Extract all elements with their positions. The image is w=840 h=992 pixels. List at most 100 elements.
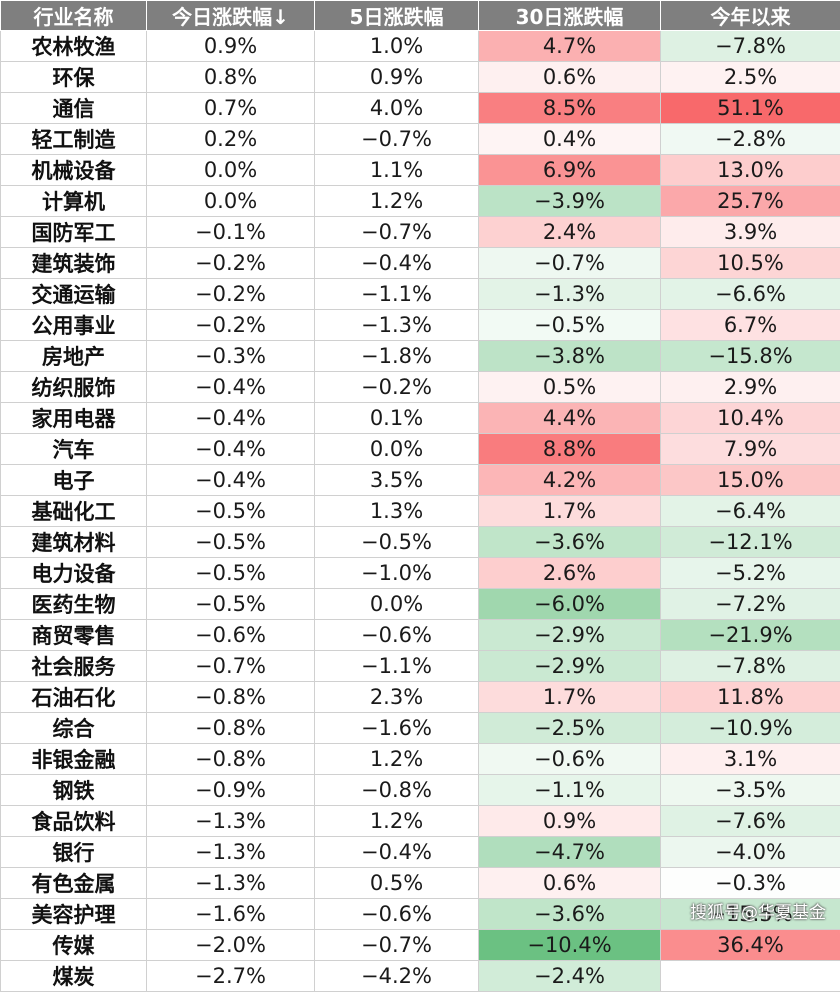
table-row: 传媒−2.0%−0.7%−10.4%36.4%	[1, 930, 840, 961]
5day-change-cell: 1.2%	[315, 806, 479, 837]
today-change-cell: −1.3%	[147, 837, 315, 868]
today-change-cell: −0.4%	[147, 434, 315, 465]
table-row: 美容护理−1.6%−0.6%−3.6%−15.5%	[1, 899, 840, 930]
today-change-cell: 0.2%	[147, 124, 315, 155]
ytd-change-cell: −6.6%	[661, 279, 840, 310]
industry-name-cell: 电力设备	[1, 558, 147, 589]
industry-name-cell: 建筑装饰	[1, 248, 147, 279]
30day-change-cell: −3.6%	[479, 899, 661, 930]
ytd-change-cell: −2.8%	[661, 124, 840, 155]
30day-change-cell: 8.5%	[479, 93, 661, 124]
today-change-cell: −0.8%	[147, 713, 315, 744]
ytd-change-cell: −7.8%	[661, 31, 840, 62]
30day-change-cell: 0.9%	[479, 806, 661, 837]
header-ytd-change[interactable]: 今年以来	[661, 1, 840, 31]
5day-change-cell: 0.0%	[315, 589, 479, 620]
industry-name-cell: 房地产	[1, 341, 147, 372]
ytd-change-cell: 10.4%	[661, 403, 840, 434]
table-row: 综合−0.8%−1.6%−2.5%−10.9%	[1, 713, 840, 744]
industry-name-cell: 交通运输	[1, 279, 147, 310]
ytd-change-cell: −0.3%	[661, 868, 840, 899]
today-change-cell: −0.7%	[147, 651, 315, 682]
5day-change-cell: 1.3%	[315, 496, 479, 527]
table-row: 房地产−0.3%−1.8%−3.8%−15.8%	[1, 341, 840, 372]
ytd-change-cell: −6.4%	[661, 496, 840, 527]
header-today-change[interactable]: 今日涨跌幅↓	[147, 1, 315, 31]
today-change-cell: −1.3%	[147, 806, 315, 837]
5day-change-cell: −0.8%	[315, 775, 479, 806]
table-row: 电子−0.4%3.5%4.2%15.0%	[1, 465, 840, 496]
industry-name-cell: 医药生物	[1, 589, 147, 620]
30day-change-cell: −2.5%	[479, 713, 661, 744]
30day-change-cell: −0.7%	[479, 248, 661, 279]
industry-name-cell: 石油石化	[1, 682, 147, 713]
ytd-change-cell: 2.5%	[661, 62, 840, 93]
today-change-cell: 0.7%	[147, 93, 315, 124]
table-row: 钢铁−0.9%−0.8%−1.1%−3.5%	[1, 775, 840, 806]
header-30day-change[interactable]: 30日涨跌幅	[479, 1, 661, 31]
ytd-change-cell: 51.1%	[661, 93, 840, 124]
today-change-cell: −0.4%	[147, 372, 315, 403]
industry-name-cell: 环保	[1, 62, 147, 93]
industry-name-cell: 机械设备	[1, 155, 147, 186]
industry-name-cell: 国防军工	[1, 217, 147, 248]
5day-change-cell: 1.0%	[315, 31, 479, 62]
table-row: 建筑装饰−0.2%−0.4%−0.7%10.5%	[1, 248, 840, 279]
table-row: 电力设备−0.5%−1.0%2.6%−5.2%	[1, 558, 840, 589]
30day-change-cell: −2.9%	[479, 620, 661, 651]
table-row: 纺织服饰−0.4%−0.2%0.5%2.9%	[1, 372, 840, 403]
industry-name-cell: 美容护理	[1, 899, 147, 930]
5day-change-cell: 2.3%	[315, 682, 479, 713]
ytd-change-cell	[661, 961, 840, 992]
industry-name-cell: 建筑材料	[1, 527, 147, 558]
ytd-change-cell: −5.2%	[661, 558, 840, 589]
industry-name-cell: 公用事业	[1, 310, 147, 341]
today-change-cell: 0.0%	[147, 155, 315, 186]
table-row: 建筑材料−0.5%−0.5%−3.6%−12.1%	[1, 527, 840, 558]
table-row: 家用电器−0.4%0.1%4.4%10.4%	[1, 403, 840, 434]
today-change-cell: −1.6%	[147, 899, 315, 930]
5day-change-cell: −0.4%	[315, 837, 479, 868]
5day-change-cell: −1.1%	[315, 651, 479, 682]
today-change-cell: −0.5%	[147, 589, 315, 620]
table-row: 国防军工−0.1%−0.7%2.4%3.9%	[1, 217, 840, 248]
header-5day-change[interactable]: 5日涨跌幅	[315, 1, 479, 31]
5day-change-cell: −0.6%	[315, 899, 479, 930]
30day-change-cell: −1.1%	[479, 775, 661, 806]
30day-change-cell: −10.4%	[479, 930, 661, 961]
table-row: 医药生物−0.5%0.0%−6.0%−7.2%	[1, 589, 840, 620]
30day-change-cell: 0.4%	[479, 124, 661, 155]
industry-name-cell: 银行	[1, 837, 147, 868]
today-change-cell: −0.4%	[147, 403, 315, 434]
industry-name-cell: 传媒	[1, 930, 147, 961]
5day-change-cell: 1.2%	[315, 744, 479, 775]
30day-change-cell: −1.3%	[479, 279, 661, 310]
table-row: 公用事业−0.2%−1.3%−0.5%6.7%	[1, 310, 840, 341]
industry-name-cell: 轻工制造	[1, 124, 147, 155]
table-row: 社会服务−0.7%−1.1%−2.9%−7.8%	[1, 651, 840, 682]
ytd-change-cell: 7.9%	[661, 434, 840, 465]
5day-change-cell: −0.7%	[315, 217, 479, 248]
today-change-cell: −2.7%	[147, 961, 315, 992]
ytd-change-cell: 3.1%	[661, 744, 840, 775]
industry-name-cell: 汽车	[1, 434, 147, 465]
industry-name-cell: 煤炭	[1, 961, 147, 992]
today-change-cell: −0.5%	[147, 527, 315, 558]
ytd-change-cell: −15.8%	[661, 341, 840, 372]
header-industry-name[interactable]: 行业名称	[1, 1, 147, 31]
30day-change-cell: 0.6%	[479, 62, 661, 93]
today-change-cell: 0.0%	[147, 186, 315, 217]
table-row: 食品饮料−1.3%1.2%0.9%−7.6%	[1, 806, 840, 837]
30day-change-cell: 4.4%	[479, 403, 661, 434]
5day-change-cell: 0.1%	[315, 403, 479, 434]
5day-change-cell: 4.0%	[315, 93, 479, 124]
today-change-cell: −0.5%	[147, 496, 315, 527]
30day-change-cell: 2.4%	[479, 217, 661, 248]
5day-change-cell: −0.2%	[315, 372, 479, 403]
today-change-cell: −1.3%	[147, 868, 315, 899]
30day-change-cell: 0.6%	[479, 868, 661, 899]
today-change-cell: −0.2%	[147, 248, 315, 279]
